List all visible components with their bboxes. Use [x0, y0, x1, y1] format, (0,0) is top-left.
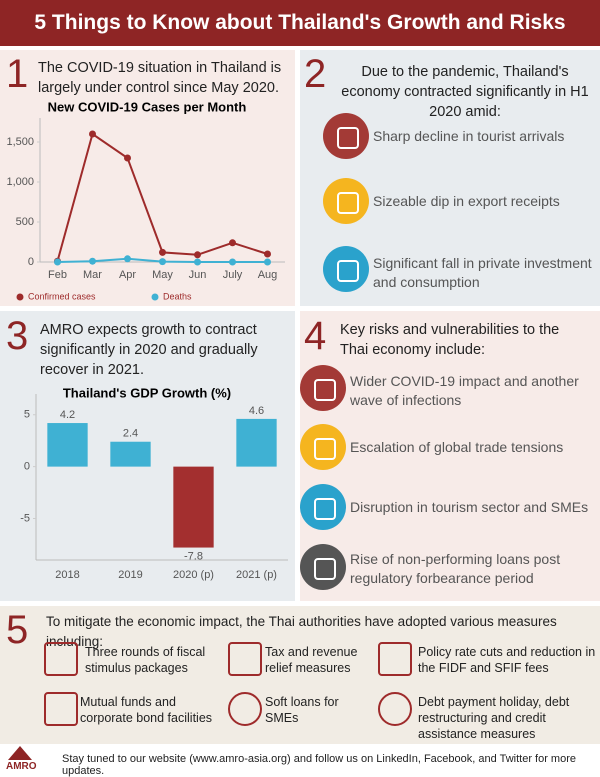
legend-marker: [16, 293, 24, 301]
icon: [378, 692, 412, 726]
chart: New COVID-19 Cases per Month 0 500 1,000 1,5…: [6, 99, 285, 301]
x-tick-label: 2020 (p): [173, 569, 214, 581]
x-tick-label: Mar: [83, 269, 102, 281]
icon: [228, 642, 262, 676]
point: [194, 251, 201, 259]
bar: [236, 418, 277, 467]
icon: [228, 692, 262, 726]
item: Significant fall in private investment a…: [373, 255, 592, 290]
x-tick-label: Jun: [189, 269, 207, 281]
icon: [44, 692, 78, 726]
legend-label: Confirmed cases: [28, 291, 96, 301]
text: Due to the pandemic, Thailand's economy …: [341, 64, 589, 120]
x-tick-label: 2018: [55, 569, 79, 581]
chart: Thailand's GDP Growth (%) -5 0 5 2018 4.2 2019…: [20, 385, 288, 581]
point: [124, 255, 131, 263]
logo: AMRO: [6, 761, 37, 772]
number: 2: [304, 52, 327, 96]
point: [159, 248, 166, 256]
item: Escalation of global trade tensions: [350, 439, 564, 455]
number: 4: [304, 314, 327, 358]
x-tick-label: 2019: [118, 569, 142, 581]
footer-text: Stay tuned to our website (www.amro-asia…: [62, 753, 576, 777]
bar: [173, 466, 214, 548]
x-tick-label: Apr: [119, 269, 136, 281]
x-tick-label: 2021 (p): [236, 569, 277, 581]
item: Disruption in tourism sector and SMEs: [350, 499, 589, 515]
panel-4: [300, 311, 600, 601]
point: [124, 154, 131, 162]
item: Tax and revenue relief measures: [265, 645, 358, 675]
icon: [300, 424, 346, 470]
icon: [300, 365, 346, 411]
bar: [110, 441, 151, 467]
x-tick-label: May: [152, 269, 173, 281]
item: Rise of non-performing loans post regula…: [350, 551, 561, 586]
value-label: -7.8: [184, 550, 203, 562]
number: 3: [6, 314, 29, 358]
x-tick-label: Aug: [258, 269, 278, 281]
x-tick-label: July: [223, 269, 243, 281]
y-tick-label: 0: [28, 256, 34, 268]
point: [159, 258, 166, 266]
x-tick-label: Feb: [48, 269, 67, 281]
point: [229, 258, 236, 266]
item: Mutual funds and corporate bond faciliti…: [80, 695, 213, 725]
text: To mitigate the economic impact, the Tha…: [46, 614, 557, 649]
item: Policy rate cuts and reduction in the FI…: [418, 645, 596, 675]
text: AMRO expects growth to contract signific…: [40, 322, 258, 378]
icon: [300, 544, 346, 590]
icon: [300, 484, 346, 530]
value-label: 4.6: [249, 405, 264, 417]
value-label: 2.4: [123, 428, 138, 440]
y-tick-label: 1,000: [6, 176, 34, 188]
y-tick-label: -5: [20, 512, 30, 524]
panel-5: [0, 606, 600, 744]
text: The COVID-19 situation in Thailand is la…: [38, 60, 282, 96]
point: [194, 258, 201, 266]
y-tick-label: 1,500: [6, 136, 34, 148]
point: [229, 239, 236, 247]
line: [56, 132, 268, 262]
item: Debt payment holiday, debt restructuring…: [418, 695, 570, 741]
point: [89, 257, 96, 265]
point: [264, 258, 271, 266]
number: 5: [6, 608, 29, 652]
y-tick-label: 0: [24, 461, 30, 473]
item: Wider COVID-19 impact and another wave o…: [350, 373, 579, 408]
legend-marker: [151, 293, 159, 301]
number: 1: [6, 52, 29, 96]
item: Sizeable dip in export receipts: [373, 193, 560, 209]
icon: [44, 642, 78, 676]
icon: [323, 178, 369, 224]
y-tick-label: 5: [24, 409, 30, 421]
icon: [378, 642, 412, 676]
panel-1: [0, 50, 295, 306]
title: 5 Things to Know about Thailand's Growth…: [0, 0, 600, 46]
point: [264, 250, 271, 258]
bar: [47, 423, 88, 467]
text: Key risks and vulnerabilities to the Tha…: [340, 322, 560, 358]
chart-title: New COVID-19 Cases per Month: [48, 99, 247, 114]
legend-label: Deaths: [163, 291, 192, 301]
y-tick-label: 500: [16, 216, 34, 228]
item: Soft loans for SMEs: [265, 695, 339, 725]
item: Sharp decline in tourist arrivals: [373, 128, 565, 144]
point: [54, 258, 61, 266]
logo-mark: [8, 746, 32, 760]
chart-title: Thailand's GDP Growth (%): [63, 385, 231, 400]
item: Three rounds of fiscal stimulus packages: [85, 645, 206, 675]
point: [89, 130, 96, 138]
value-label: 4.2: [60, 409, 75, 421]
icon: [323, 246, 369, 292]
icon: [323, 113, 369, 159]
